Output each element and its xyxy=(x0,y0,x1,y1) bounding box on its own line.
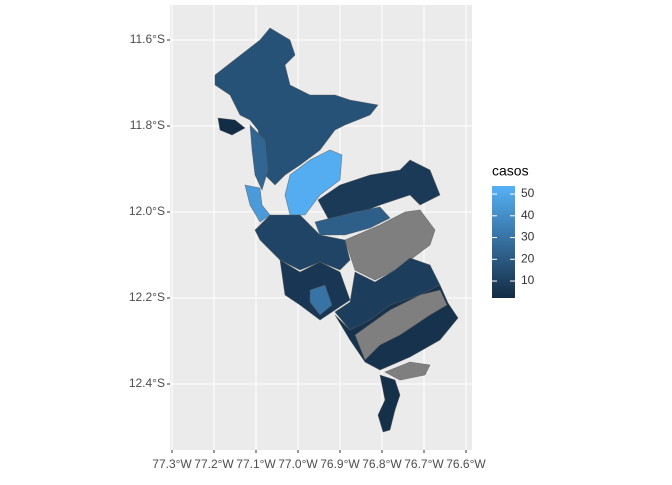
district xyxy=(377,374,401,433)
x-tick-label: 76.7°W xyxy=(404,457,444,471)
legend-title: casos xyxy=(492,163,529,179)
x-tick-label: 77.0°W xyxy=(278,457,318,471)
y-tick-label: 12.4°S xyxy=(129,376,165,390)
district xyxy=(354,289,448,361)
district xyxy=(309,284,333,316)
y-tick-label: 11.6°S xyxy=(130,32,165,46)
district xyxy=(284,149,343,216)
legend-label: 40 xyxy=(521,208,535,222)
district xyxy=(344,209,436,281)
x-tick-label: 76.6°W xyxy=(446,457,486,471)
x-tick-label: 76.9°W xyxy=(320,457,360,471)
legend-label: 10 xyxy=(521,273,535,287)
legend-label: 30 xyxy=(521,230,535,244)
legend-label: 50 xyxy=(521,186,535,200)
district xyxy=(249,124,269,191)
legend-label: 20 xyxy=(521,251,535,265)
y-tick-label: 11.8°S xyxy=(130,118,165,132)
x-tick-label: 77.2°W xyxy=(194,457,234,471)
x-tick-label: 77.1°W xyxy=(236,457,276,471)
x-tick-label: 77.3°W xyxy=(152,457,192,471)
y-tick-label: 12.2°S xyxy=(129,290,165,304)
x-tick-label: 76.8°W xyxy=(362,457,402,471)
y-tick-label: 12.0°S xyxy=(129,204,165,218)
district xyxy=(314,206,391,236)
colorbar xyxy=(492,186,515,298)
district xyxy=(254,214,351,271)
district xyxy=(214,27,379,186)
district xyxy=(384,361,431,381)
district xyxy=(217,117,246,136)
